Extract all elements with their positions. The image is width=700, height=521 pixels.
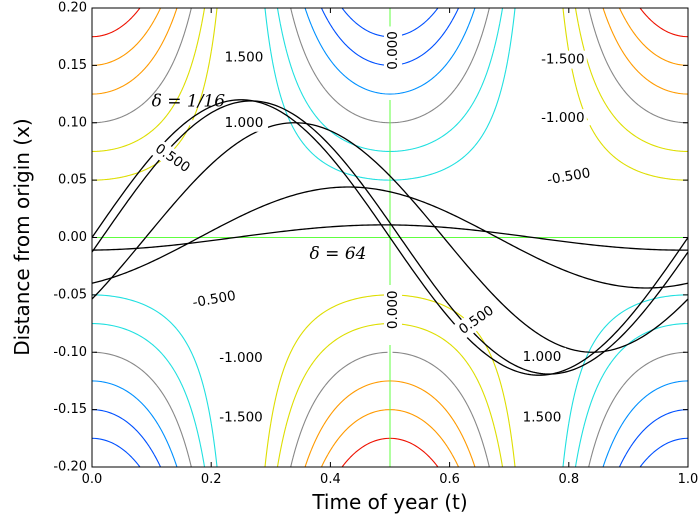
axis-ticks: 0.0 0.2 0.4 0.6 0.8 1.0 0.20 0.15 0.10 0.05 0.00 -0… — [53, 1, 698, 488]
y-tick-label: -0.15 — [53, 402, 87, 417]
contour-label: 1.500 — [523, 410, 562, 426]
contour-label: -1.000 — [541, 110, 585, 126]
contour-label-background — [517, 347, 566, 366]
contour-label: 1.000 — [523, 349, 562, 365]
x-tick-label: 1.0 — [678, 472, 699, 487]
delta-label: δ = 1/16 — [152, 92, 226, 112]
y-tick-label: -0.20 — [53, 460, 87, 475]
contour-label: -0.500 — [546, 165, 592, 188]
contour-level — [92, 8, 688, 467]
x-axis-label: Time of year (t) — [311, 490, 467, 514]
contour-level — [92, 8, 688, 467]
contour-level — [94, 8, 686, 467]
contour-level — [92, 8, 688, 467]
contour-label-background — [219, 113, 268, 132]
contour-label: -1.000 — [219, 350, 263, 366]
contour-label-background — [538, 109, 587, 128]
trajectory-curve — [92, 224, 688, 251]
contour-label-background — [219, 48, 268, 67]
contour-label: 0.000 — [385, 290, 401, 329]
trajectory-curve — [92, 122, 688, 353]
y-tick-label: 0.10 — [58, 115, 87, 130]
contour-level — [92, 8, 688, 467]
contour-label: 1.500 — [225, 49, 264, 65]
trajectory-curve — [92, 186, 688, 289]
contour-lines — [92, 8, 688, 467]
curve-labels: δ = 1/16 δ = 64 — [152, 92, 367, 265]
x-tick-label: 0.2 — [201, 472, 222, 487]
contour-label-background — [383, 285, 402, 334]
trajectory-curves — [92, 99, 688, 376]
contour-label-background — [217, 348, 265, 367]
x-tick-label: 0.8 — [558, 472, 579, 487]
x-tick-label: 0.0 — [82, 472, 103, 487]
contour-label: 1.000 — [225, 115, 264, 131]
y-tick-label: 0.05 — [58, 173, 87, 188]
y-tick-label: 0.00 — [58, 230, 87, 245]
contour-level — [92, 8, 688, 467]
x-tick-label: 0.4 — [320, 472, 341, 487]
contour-level — [92, 8, 688, 467]
contour-label: -0.500 — [191, 288, 237, 311]
y-tick-label: 0.20 — [58, 1, 87, 16]
contour-label-background — [451, 298, 502, 342]
contour-level — [92, 8, 688, 467]
contour-label: 0.000 — [385, 31, 401, 70]
contour-label-background — [147, 137, 198, 180]
y-tick-label: 0.15 — [58, 58, 87, 73]
contour-label-background — [538, 50, 587, 69]
contour-label-background — [217, 408, 265, 427]
x-tick-label: 0.6 — [439, 472, 460, 487]
y-tick-label: -0.10 — [53, 345, 87, 360]
contour-label-background — [517, 408, 566, 427]
contour-label: -1.500 — [219, 410, 263, 426]
contour-label-background — [188, 286, 240, 313]
contour-label: -1.500 — [541, 52, 585, 68]
delta-label: δ = 64 — [310, 244, 367, 264]
contour-label-background — [383, 26, 402, 75]
trajectory-curve — [92, 100, 688, 375]
y-tick-label: -0.05 — [53, 287, 87, 302]
y-axis-label: Distance from origin (x) — [10, 118, 34, 355]
contour-label-background — [543, 163, 594, 190]
trajectory-curve — [92, 99, 688, 376]
